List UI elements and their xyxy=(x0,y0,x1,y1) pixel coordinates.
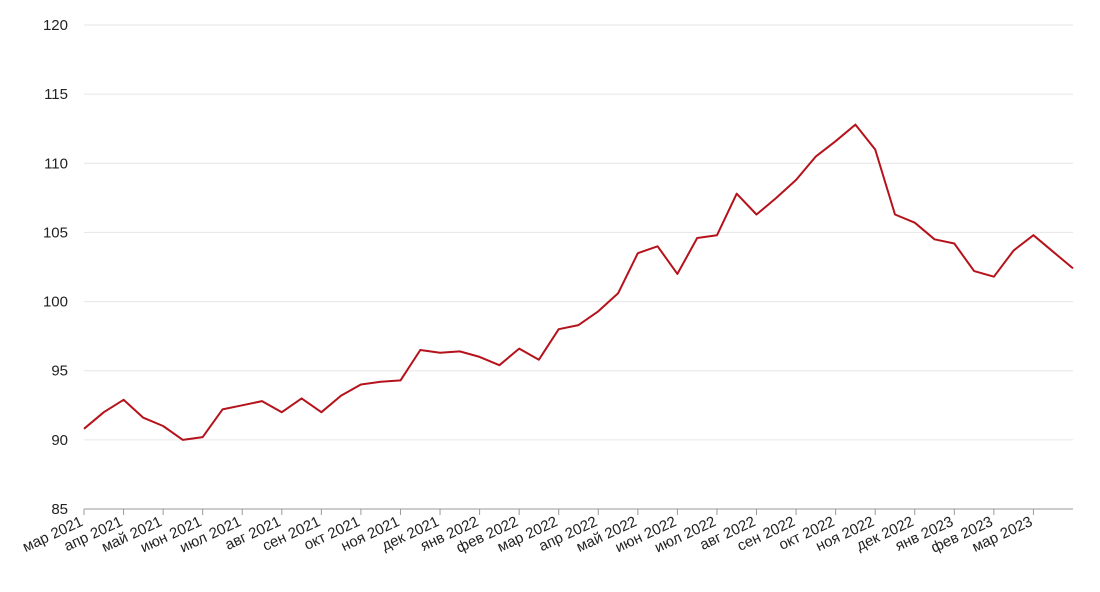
y-tick-label: 90 xyxy=(51,432,68,449)
y-tick-label: 105 xyxy=(43,224,68,241)
y-tick-label: 120 xyxy=(43,17,68,34)
y-tick-label: 95 xyxy=(51,363,68,380)
y-tick-label: 115 xyxy=(44,86,68,103)
y-tick-label: 110 xyxy=(44,155,68,172)
data-line xyxy=(83,123,1074,441)
y-tick-label: 85 xyxy=(51,501,68,518)
y-tick-label: 100 xyxy=(43,294,68,311)
